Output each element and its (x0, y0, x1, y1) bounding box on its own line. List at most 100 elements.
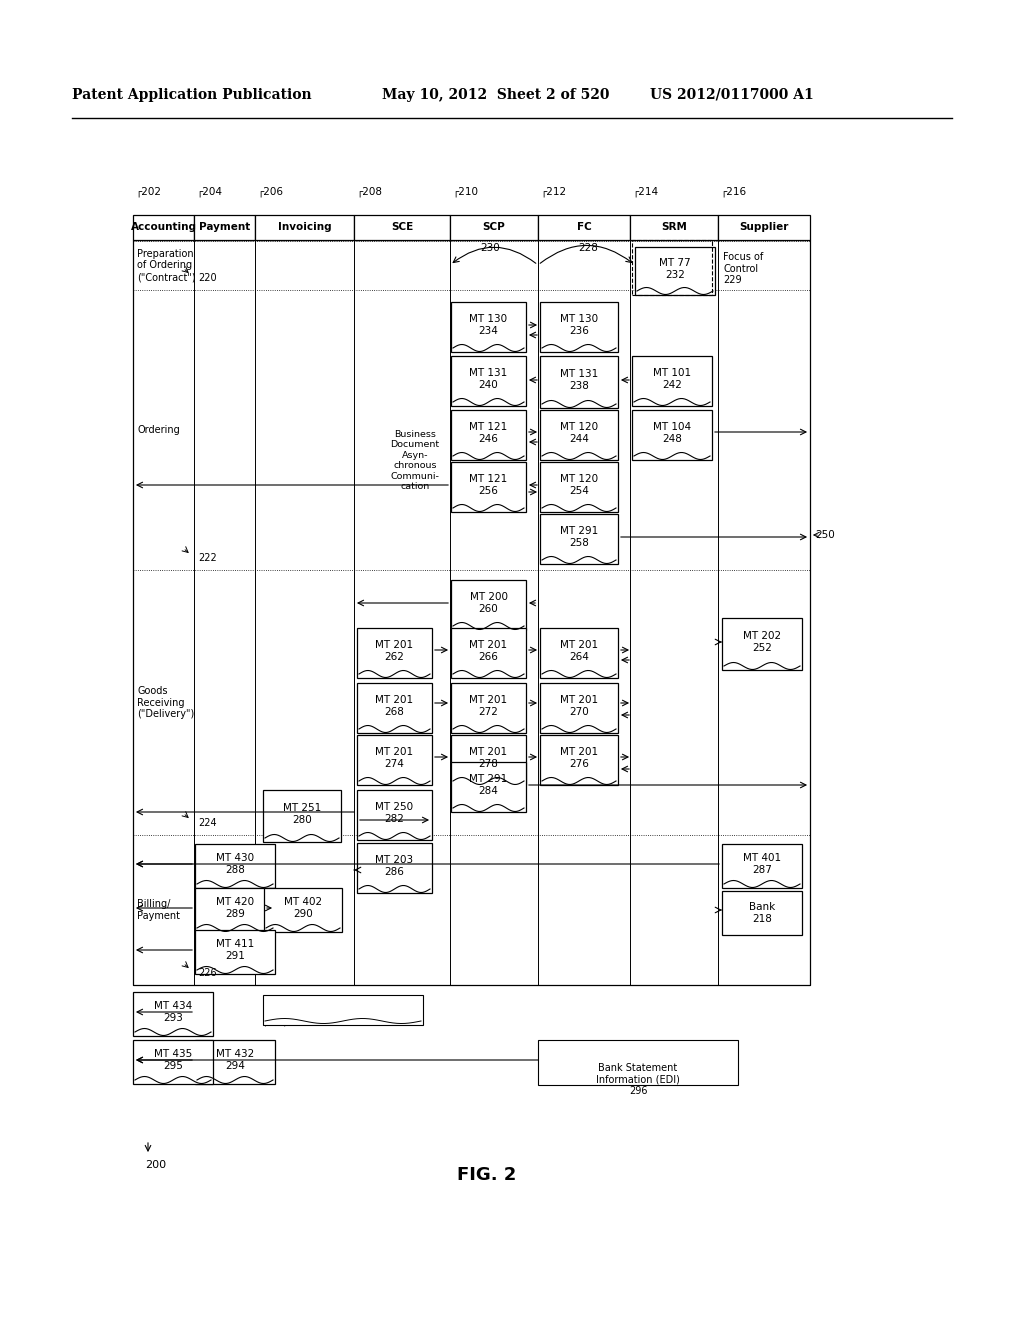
Text: SCP: SCP (482, 223, 506, 232)
Bar (632, 240, 712, 294)
Bar (722, 618, 802, 671)
Text: 200: 200 (145, 1160, 166, 1170)
Bar (635, 247, 715, 294)
Text: MT 121
246: MT 121 246 (469, 422, 508, 444)
Bar (451, 579, 526, 630)
Text: MT 435
295: MT 435 295 (154, 1049, 193, 1071)
Text: Bank Statement
Information (EDI)
296: Bank Statement Information (EDI) 296 (596, 1063, 680, 1096)
Text: MT 120
244: MT 120 244 (560, 422, 598, 444)
Text: MT 430
288: MT 430 288 (216, 853, 254, 875)
Text: Business
Document
Asyn-
chronous
Communi-
cation: Business Document Asyn- chronous Communi… (390, 430, 439, 491)
Bar (540, 356, 618, 408)
Text: 230: 230 (480, 243, 500, 253)
Bar (630, 215, 718, 240)
Text: ┌216: ┌216 (720, 186, 746, 197)
Text: ┌208: ┌208 (356, 186, 382, 197)
Text: Preparation
of Ordering
("Contract"): Preparation of Ordering ("Contract") (137, 249, 196, 282)
Text: MT 411
291: MT 411 291 (216, 940, 254, 961)
Text: MT 200
260: MT 200 260 (469, 593, 508, 614)
Text: MT 291
258: MT 291 258 (560, 527, 598, 548)
Text: MT 121
256: MT 121 256 (469, 474, 508, 496)
Bar (632, 356, 712, 407)
Text: ┌210: ┌210 (452, 186, 478, 197)
Text: 224: 224 (198, 818, 217, 828)
Text: SCE: SCE (391, 223, 413, 232)
Text: MT 250
282: MT 250 282 (376, 803, 414, 824)
Text: MT 130
236: MT 130 236 (560, 314, 598, 335)
Bar (450, 215, 538, 240)
Text: ┌206: ┌206 (257, 186, 283, 197)
Text: MT 201
264: MT 201 264 (560, 640, 598, 661)
Text: Focus of
Control
229: Focus of Control 229 (723, 252, 763, 285)
Bar (451, 628, 526, 678)
Text: Supplier: Supplier (739, 223, 788, 232)
Text: Accounting: Accounting (130, 223, 197, 232)
Text: MT 202
252: MT 202 252 (743, 631, 781, 653)
Text: 220: 220 (198, 273, 217, 282)
Text: MT 104
248: MT 104 248 (653, 422, 691, 444)
Bar (540, 735, 618, 785)
Text: MT 432
294: MT 432 294 (216, 1049, 254, 1071)
Bar (357, 735, 432, 785)
Bar (540, 628, 618, 678)
Text: ┌212: ┌212 (540, 186, 566, 197)
Bar (357, 628, 432, 678)
Bar (255, 215, 354, 240)
Text: ┌214: ┌214 (632, 186, 658, 197)
Text: FIG. 2: FIG. 2 (458, 1166, 517, 1184)
Text: 228: 228 (579, 243, 598, 253)
Text: MT 201
266: MT 201 266 (469, 640, 508, 661)
Bar (133, 1040, 213, 1084)
Bar (538, 215, 630, 240)
Text: MT 131
240: MT 131 240 (469, 368, 508, 389)
Text: 226: 226 (198, 968, 217, 978)
Text: Billing/
Payment: Billing/ Payment (137, 899, 180, 921)
Text: MT 402
290: MT 402 290 (284, 898, 323, 919)
Text: ┌202: ┌202 (135, 186, 161, 197)
Bar (263, 995, 423, 1026)
Bar (357, 682, 432, 733)
Text: MT 101
242: MT 101 242 (653, 368, 691, 389)
Text: MT 201
270: MT 201 270 (560, 696, 598, 717)
Text: MT 201
268: MT 201 268 (376, 696, 414, 717)
Text: May 10, 2012  Sheet 2 of 520: May 10, 2012 Sheet 2 of 520 (382, 88, 609, 102)
Text: ┌204: ┌204 (196, 186, 222, 197)
Text: 222: 222 (198, 553, 217, 564)
Bar (451, 411, 526, 459)
Bar (451, 762, 526, 812)
Text: 250: 250 (815, 531, 835, 540)
Text: US 2012/0117000 A1: US 2012/0117000 A1 (650, 88, 814, 102)
Text: MT 77
232: MT 77 232 (659, 259, 691, 280)
Bar (540, 302, 618, 352)
Bar (133, 240, 810, 985)
Text: Bank
218: Bank 218 (749, 902, 775, 924)
Bar (718, 215, 810, 240)
Bar (451, 735, 526, 785)
Text: MT 120
254: MT 120 254 (560, 474, 598, 496)
Bar (540, 682, 618, 733)
Text: SRM: SRM (662, 223, 687, 232)
Bar (451, 356, 526, 407)
Text: Goods
Receiving
("Delivery"): Goods Receiving ("Delivery") (137, 686, 195, 719)
Text: MT 201
278: MT 201 278 (469, 747, 508, 768)
Text: MT 130
234: MT 130 234 (469, 314, 508, 335)
Text: MT 420
289: MT 420 289 (216, 898, 254, 919)
Text: FC: FC (577, 223, 592, 232)
Bar (195, 1040, 275, 1084)
Bar (540, 513, 618, 564)
Bar (133, 993, 213, 1036)
Text: MT 201
272: MT 201 272 (469, 696, 508, 717)
Bar (357, 789, 432, 840)
Bar (133, 215, 194, 240)
Text: Patent Application Publication: Patent Application Publication (72, 88, 311, 102)
Text: Payment Request
(EDI) 292: Payment Request (EDI) 292 (263, 1005, 349, 1027)
Text: MT 434
293: MT 434 293 (154, 1001, 193, 1023)
Bar (722, 891, 802, 935)
Bar (195, 888, 275, 932)
Text: MT 201
262: MT 201 262 (376, 640, 414, 661)
Bar (451, 302, 526, 352)
Bar (263, 789, 341, 842)
Bar (264, 888, 342, 932)
Bar (538, 1040, 738, 1085)
Bar (451, 462, 526, 512)
